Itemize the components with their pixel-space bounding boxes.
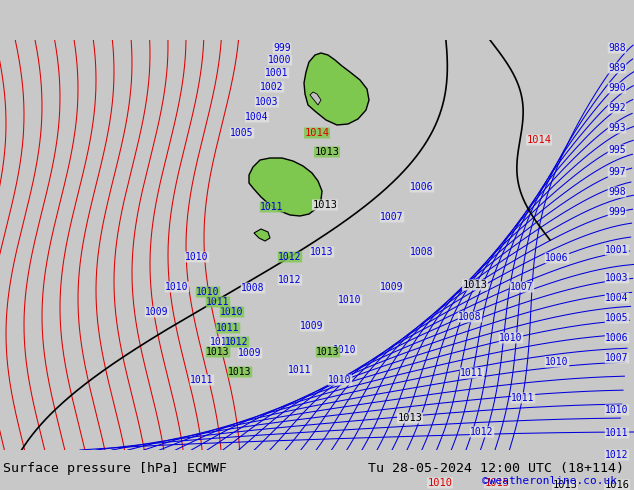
Text: 1010: 1010 — [545, 357, 569, 367]
Text: 988: 988 — [608, 43, 626, 53]
Text: 1008: 1008 — [242, 283, 265, 293]
Text: 1002: 1002 — [260, 82, 284, 92]
Polygon shape — [249, 158, 322, 216]
Text: 1011: 1011 — [216, 323, 240, 333]
Text: 1008: 1008 — [458, 312, 482, 322]
Text: 1011: 1011 — [460, 368, 484, 378]
Text: 1012: 1012 — [278, 252, 302, 262]
Text: 999: 999 — [273, 43, 291, 53]
Text: 999: 999 — [608, 207, 626, 217]
Text: 1013: 1013 — [310, 247, 333, 257]
Text: 1015: 1015 — [484, 478, 510, 488]
Text: 1016: 1016 — [604, 480, 630, 490]
Text: 1001: 1001 — [265, 68, 288, 78]
Text: 1005: 1005 — [605, 313, 629, 323]
Text: Tu 28-05-2024 12:00 UTC (18+114): Tu 28-05-2024 12:00 UTC (18+114) — [368, 462, 624, 474]
Text: 1012: 1012 — [225, 337, 249, 347]
Text: 1010: 1010 — [210, 337, 234, 347]
Text: 1013: 1013 — [313, 200, 337, 210]
Text: 1005: 1005 — [230, 128, 254, 138]
Text: 1004: 1004 — [605, 293, 629, 303]
Text: 1007: 1007 — [605, 353, 629, 363]
Text: 1011: 1011 — [605, 428, 629, 438]
Text: 993: 993 — [608, 123, 626, 133]
Text: 989: 989 — [608, 63, 626, 73]
Text: 1010: 1010 — [339, 295, 362, 305]
Text: 1011: 1011 — [288, 365, 312, 375]
Polygon shape — [254, 229, 270, 241]
Text: 1010: 1010 — [427, 478, 453, 488]
Text: 1001: 1001 — [605, 245, 629, 255]
Text: 992: 992 — [608, 103, 626, 113]
Text: ©weatheronline.co.uk: ©weatheronline.co.uk — [482, 476, 617, 486]
Text: 1009: 1009 — [301, 321, 324, 331]
Text: 1014: 1014 — [526, 135, 552, 145]
Text: 1003: 1003 — [605, 273, 629, 283]
Text: 1011: 1011 — [190, 375, 214, 385]
Text: 1009: 1009 — [238, 348, 262, 358]
Text: 1007: 1007 — [510, 282, 534, 292]
Text: 1011: 1011 — [511, 393, 534, 403]
Text: 990: 990 — [608, 83, 626, 93]
Text: 1012: 1012 — [605, 450, 629, 460]
Text: 1010: 1010 — [499, 333, 523, 343]
Text: 1009: 1009 — [380, 282, 404, 292]
Text: 1004: 1004 — [245, 112, 269, 122]
Text: 1000: 1000 — [268, 55, 292, 65]
Text: 1014: 1014 — [304, 128, 330, 138]
Text: 1003: 1003 — [256, 97, 279, 107]
Text: 1010: 1010 — [165, 282, 189, 292]
Text: 1013: 1013 — [316, 347, 340, 357]
Text: 1013: 1013 — [398, 413, 422, 423]
Text: 1013: 1013 — [462, 280, 488, 290]
Text: 1012: 1012 — [278, 275, 302, 285]
Text: 1010: 1010 — [220, 307, 243, 317]
Polygon shape — [310, 92, 321, 105]
Text: 1006: 1006 — [605, 333, 629, 343]
Text: 1011: 1011 — [260, 202, 284, 212]
Text: 995: 995 — [608, 145, 626, 155]
Text: 1010: 1010 — [185, 252, 209, 262]
Text: 1013: 1013 — [552, 480, 578, 490]
Text: 1010: 1010 — [328, 375, 352, 385]
Polygon shape — [304, 53, 369, 125]
Text: 1010: 1010 — [605, 405, 629, 415]
Text: 998: 998 — [608, 187, 626, 197]
Text: 1006: 1006 — [545, 253, 569, 263]
Text: 1008: 1008 — [410, 247, 434, 257]
Text: 997: 997 — [608, 167, 626, 177]
Text: 1006: 1006 — [410, 182, 434, 192]
Text: 1013: 1013 — [206, 347, 230, 357]
Text: 1009: 1009 — [145, 307, 169, 317]
Text: 1013: 1013 — [314, 147, 339, 157]
Text: 1013: 1013 — [228, 367, 252, 377]
Text: 1010: 1010 — [197, 287, 220, 297]
Text: 1012: 1012 — [470, 427, 494, 437]
Text: 1010: 1010 — [333, 345, 357, 355]
Text: Surface pressure [hPa] ECMWF: Surface pressure [hPa] ECMWF — [3, 462, 227, 474]
Text: 1007: 1007 — [380, 212, 404, 222]
Text: 1011: 1011 — [206, 297, 230, 307]
